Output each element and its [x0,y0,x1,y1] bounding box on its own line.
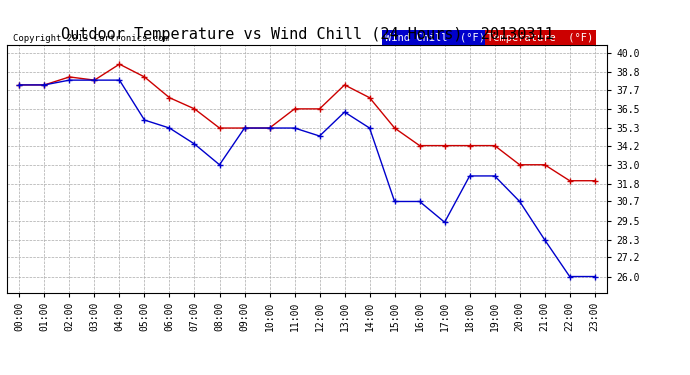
Text: Temperature  (°F): Temperature (°F) [487,33,593,42]
Text: Copyright 2013 Cartronics.com: Copyright 2013 Cartronics.com [13,33,169,42]
Text: Wind Chill  (°F): Wind Chill (°F) [385,33,485,42]
Title: Outdoor Temperature vs Wind Chill (24 Hours)  20130311: Outdoor Temperature vs Wind Chill (24 Ho… [61,27,553,42]
